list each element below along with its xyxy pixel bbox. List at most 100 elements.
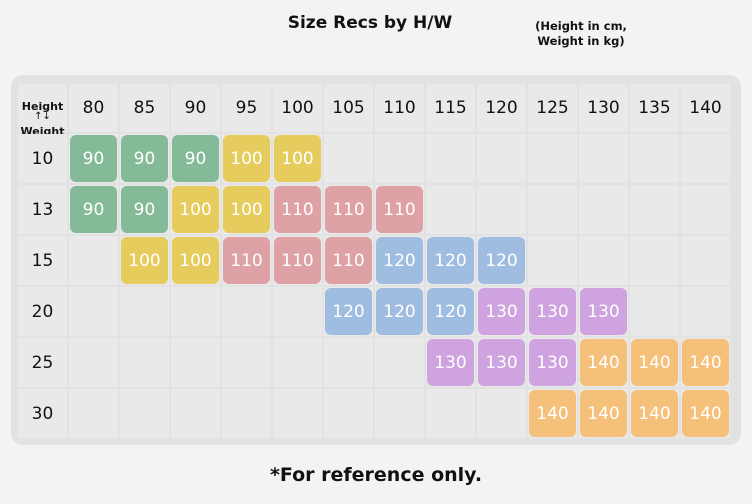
size-tile-140: 140 (631, 339, 678, 386)
weight-header-15: 15 (18, 236, 67, 285)
table-cell (273, 389, 322, 438)
table-cell (630, 185, 679, 234)
height-header-110: 110 (375, 84, 424, 132)
table-cell (630, 287, 679, 336)
table-cell (222, 389, 271, 438)
table-cell (222, 287, 271, 336)
size-tile-140: 140 (580, 390, 627, 437)
size-tile-140: 140 (580, 339, 627, 386)
units-note: (Height in cm, Weight in kg) (522, 19, 640, 49)
table-cell (681, 185, 730, 234)
table-cell (579, 185, 628, 234)
size-tile-90: 90 (121, 186, 168, 233)
table-cell (579, 236, 628, 285)
height-header-125: 125 (528, 84, 577, 132)
table-cell (528, 185, 577, 234)
size-tile-110: 110 (376, 186, 423, 233)
table-cell (171, 389, 220, 438)
size-tile-130: 130 (529, 288, 576, 335)
table-cell (171, 287, 220, 336)
size-tile-110: 110 (274, 237, 321, 284)
size-tile-90: 90 (70, 186, 117, 233)
corner-header: Height ↑↓ Weight (18, 84, 67, 138)
size-tile-90: 90 (172, 135, 219, 182)
size-tile-140: 140 (682, 390, 729, 437)
table-cell (681, 134, 730, 183)
size-tile-120: 120 (427, 237, 474, 284)
units-line-1: (Height in cm, (535, 19, 627, 33)
table-cell (69, 287, 118, 336)
table-cell (69, 236, 118, 285)
size-tile-120: 120 (376, 288, 423, 335)
table-cell (171, 338, 220, 387)
height-header-135: 135 (630, 84, 679, 132)
units-line-2: Weight in kg) (537, 34, 625, 48)
height-header-120: 120 (477, 84, 526, 132)
height-header-130: 130 (579, 84, 628, 132)
table-cell (426, 185, 475, 234)
corner-arrows: ↑↓ (34, 111, 51, 122)
footer-note: *For reference only. (269, 464, 483, 486)
weight-header-13: 13 (18, 185, 67, 234)
table-cell (69, 389, 118, 438)
table-cell (120, 287, 169, 336)
height-header-100: 100 (273, 84, 322, 132)
table-cell (69, 338, 118, 387)
corner-height-label: Height (21, 100, 64, 113)
size-tile-110: 110 (325, 186, 372, 233)
height-header-105: 105 (324, 84, 373, 132)
size-tile-130: 130 (529, 339, 576, 386)
size-tile-130: 130 (580, 288, 627, 335)
table-cell (426, 389, 475, 438)
weight-header-20: 20 (18, 287, 67, 336)
size-tile-130: 130 (478, 288, 525, 335)
table-cell (426, 134, 475, 183)
size-tile-140: 140 (529, 390, 576, 437)
size-tile-100: 100 (223, 135, 270, 182)
table-cell (324, 389, 373, 438)
table-cell (375, 389, 424, 438)
page-title: Size Recs by H/W (287, 13, 453, 33)
table-cell (681, 236, 730, 285)
table-cell (579, 134, 628, 183)
table-cell (375, 134, 424, 183)
table-cell (630, 134, 679, 183)
size-tile-130: 130 (427, 339, 474, 386)
height-header-140: 140 (681, 84, 730, 132)
table-cell (477, 389, 526, 438)
table-cell (528, 134, 577, 183)
size-tile-140: 140 (682, 339, 729, 386)
size-tile-90: 90 (70, 135, 117, 182)
height-header-90: 90 (171, 84, 220, 132)
table-cell (120, 338, 169, 387)
table-cell (477, 185, 526, 234)
size-tile-100: 100 (121, 237, 168, 284)
table-cell (222, 338, 271, 387)
table-cell (324, 134, 373, 183)
size-tile-120: 120 (325, 288, 372, 335)
size-tile-120: 120 (376, 237, 423, 284)
height-header-95: 95 (222, 84, 271, 132)
weight-header-10: 10 (18, 134, 67, 183)
table-cell (477, 134, 526, 183)
size-tile-110: 110 (223, 237, 270, 284)
size-tile-100: 100 (172, 237, 219, 284)
size-tile-110: 110 (325, 237, 372, 284)
table-cell (273, 287, 322, 336)
size-tile-130: 130 (478, 339, 525, 386)
size-tile-100: 100 (274, 135, 321, 182)
size-tile-120: 120 (427, 288, 474, 335)
table-cell (375, 338, 424, 387)
table-cell (120, 389, 169, 438)
size-tile-90: 90 (121, 135, 168, 182)
height-header-85: 85 (120, 84, 169, 132)
height-header-115: 115 (426, 84, 475, 132)
table-cell (681, 287, 730, 336)
table-cell (528, 236, 577, 285)
size-tile-100: 100 (223, 186, 270, 233)
table-cell (630, 236, 679, 285)
weight-header-30: 30 (18, 389, 67, 438)
height-header-80: 80 (69, 84, 118, 132)
size-tile-120: 120 (478, 237, 525, 284)
